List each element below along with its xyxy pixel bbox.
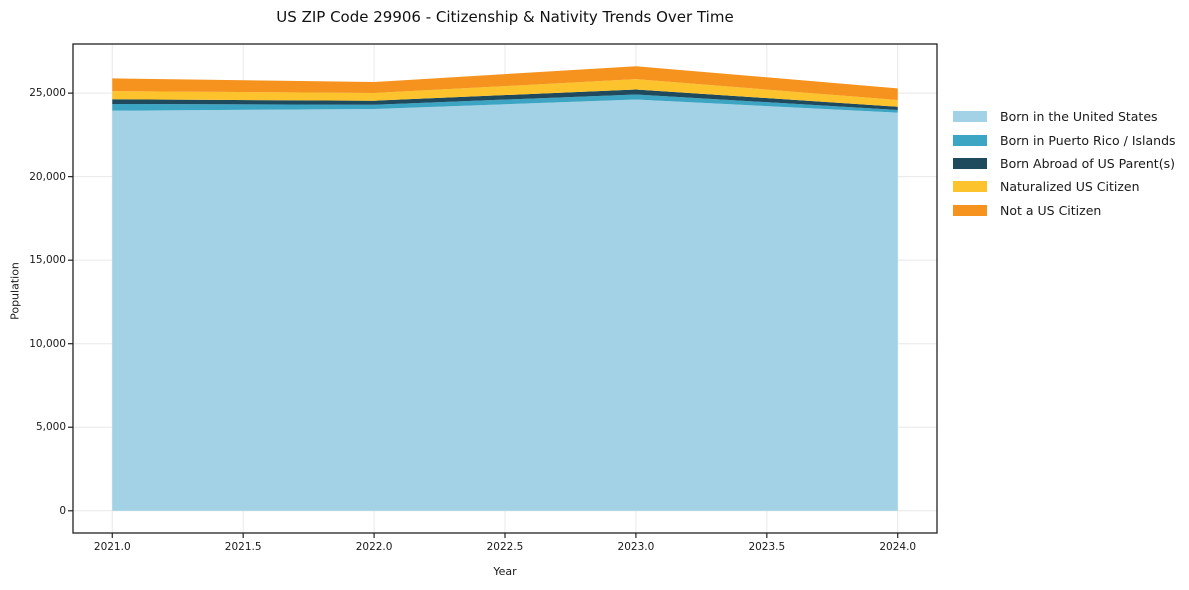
x-tick-label: 2023.5: [748, 541, 786, 553]
legend-swatch: [953, 157, 987, 169]
legend-label: Born in the United States: [1000, 109, 1158, 125]
area-series: [112, 66, 898, 101]
x-tick-label: 2021.0: [93, 541, 131, 553]
legend-item: Born Abroad of US Parent(s): [953, 152, 1176, 175]
x-tick-label: 2022.5: [486, 541, 524, 553]
y-tick-label: 20,000: [29, 170, 66, 183]
x-tick-label: 2022.0: [355, 541, 393, 553]
area-series: [112, 89, 898, 110]
legend-item: Born in the United States: [953, 105, 1176, 128]
area-series: [112, 99, 898, 511]
legend-item: Naturalized US Citizen: [953, 175, 1176, 198]
y-tick-label: 5,000: [35, 421, 66, 434]
x-axis-label: Year: [493, 565, 517, 578]
legend-swatch: [953, 181, 987, 193]
area-series: [112, 79, 898, 107]
legend-label: Naturalized US Citizen: [1000, 179, 1140, 195]
y-tick-label: 25,000: [29, 87, 66, 100]
legend: Born in the United States Born in Puerto …: [953, 105, 1176, 222]
y-axis-label: Population: [8, 262, 22, 320]
x-tick-label: 2021.5: [224, 541, 262, 553]
y-tick-label: 15,000: [29, 254, 66, 267]
legend-label: Born in Puerto Rico / Islands: [1000, 132, 1176, 148]
legend-label: Not a US Citizen: [1000, 202, 1102, 218]
x-tick-label: 2024.0: [879, 541, 917, 553]
legend-label: Born Abroad of US Parent(s): [1000, 155, 1175, 171]
area-series: [112, 94, 898, 113]
x-tick-label: 2023.0: [617, 541, 655, 553]
legend-swatch: [953, 204, 987, 216]
chart-title: US ZIP Code 29906 - Citizenship & Nativi…: [276, 8, 734, 26]
y-tick-label: 10,000: [29, 337, 66, 350]
legend-item: Born in Puerto Rico / Islands: [953, 128, 1176, 151]
legend-item: Not a US Citizen: [953, 199, 1176, 222]
legend-swatch: [953, 111, 987, 123]
y-tick-label: 0: [59, 504, 66, 517]
legend-swatch: [953, 134, 987, 146]
